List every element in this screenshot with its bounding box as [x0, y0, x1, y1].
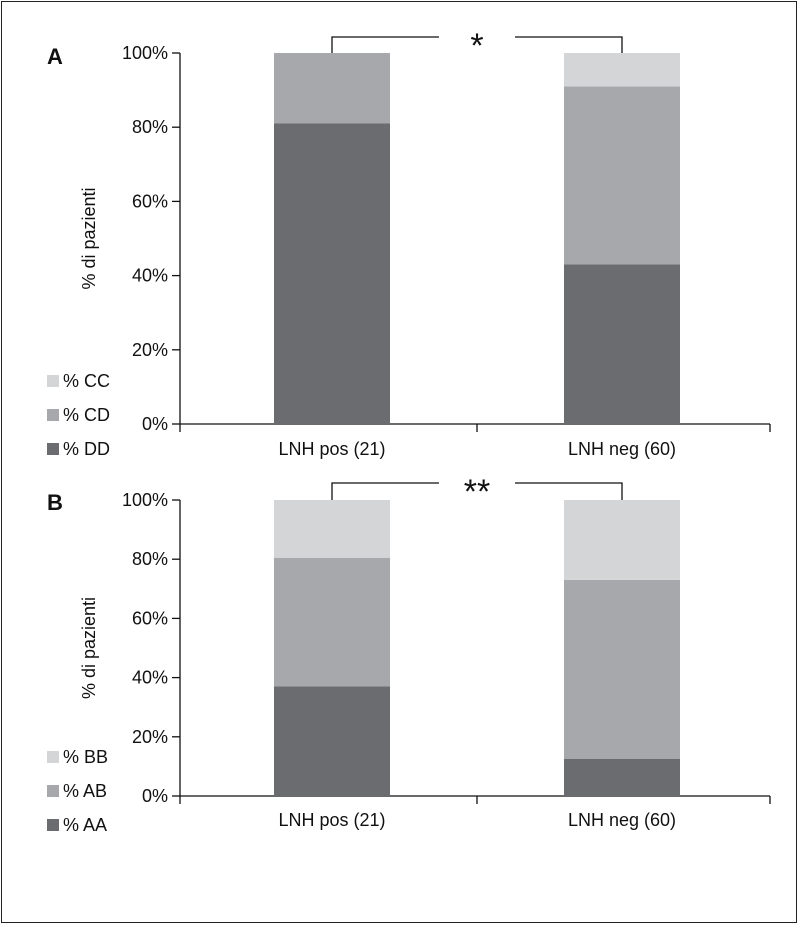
bar-segment: [564, 264, 680, 424]
significance-bracket: [515, 36, 623, 53]
bar-segment: [564, 500, 680, 580]
significance-bracket: [331, 482, 439, 500]
y-tick-label: 80%: [132, 117, 168, 137]
bar-segment: [564, 759, 680, 796]
y-tick-label: 60%: [132, 608, 168, 628]
bar-segment: [274, 123, 390, 425]
y-tick-label: 80%: [132, 549, 168, 569]
y-tick-label: 60%: [132, 191, 168, 211]
legend-label: % DD: [63, 439, 110, 459]
legend-swatch: [47, 819, 59, 831]
y-axis-label: % di pazienti: [79, 187, 99, 289]
bar-segment: [274, 500, 390, 558]
significance-marker: *: [470, 27, 483, 65]
legend-label: % CD: [63, 405, 110, 425]
legend-swatch: [47, 785, 59, 797]
category-label: LNH neg (60): [568, 439, 676, 459]
significance-bracket: [331, 36, 439, 53]
y-axis-label: % di pazienti: [79, 597, 99, 699]
significance-bracket: [515, 482, 623, 500]
legend-label: % AA: [63, 815, 107, 835]
bar-segment: [564, 53, 680, 87]
legend-label: % CC: [63, 371, 110, 391]
y-tick-label: 40%: [132, 266, 168, 286]
legend-swatch: [47, 409, 59, 421]
legend-swatch: [47, 443, 59, 455]
bar-segment: [274, 557, 390, 687]
category-label: LNH pos (21): [278, 810, 385, 830]
bar-segment: [564, 579, 680, 759]
significance-marker: **: [464, 473, 490, 511]
legend-swatch: [47, 375, 59, 387]
legend-label: % AB: [63, 781, 107, 801]
legend-swatch: [47, 751, 59, 763]
category-label: LNH pos (21): [278, 439, 385, 459]
y-tick-label: 0%: [142, 786, 168, 806]
y-tick-label: 100%: [122, 43, 168, 63]
panel-b: B 0% 20% 40% 60% 80% 100% % di pazienti LNH pos …: [47, 473, 771, 835]
y-tick-label: 20%: [132, 727, 168, 747]
legend-label: % BB: [63, 747, 108, 767]
panel-letter: B: [47, 490, 63, 515]
y-tick-label: 40%: [132, 668, 168, 688]
panel-letter: A: [47, 44, 63, 69]
y-tick-label: 100%: [122, 490, 168, 510]
panel-a: A 0% 20% 40% 60% 80% 100% % di pazienti LNH pos …: [47, 27, 771, 459]
y-tick-label: 20%: [132, 340, 168, 360]
bar-segment: [564, 86, 680, 265]
bar-segment: [274, 686, 390, 796]
bar-segment: [274, 53, 390, 124]
category-label: LNH neg (60): [568, 810, 676, 830]
y-tick-label: 0%: [142, 414, 168, 434]
